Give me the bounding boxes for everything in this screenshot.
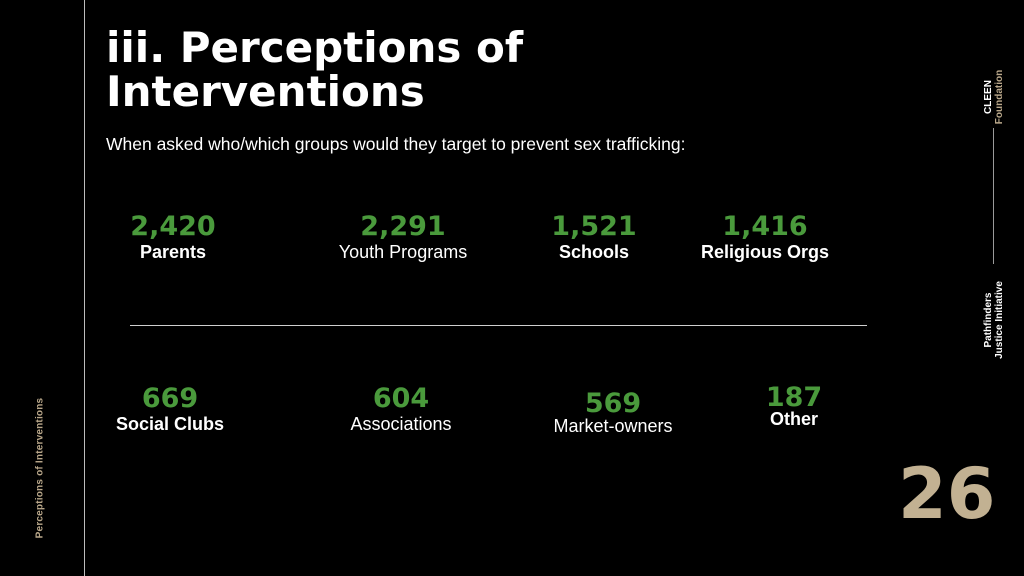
brand-line-1: Pathfinders [983, 292, 994, 348]
stat-value: 1,416 [722, 211, 808, 242]
stat-label: Other [769, 409, 818, 429]
stat-value: 669 [141, 383, 199, 414]
page-number: 26 [898, 453, 996, 535]
stat-label: Associations [350, 414, 452, 434]
stat-value: 604 [372, 383, 430, 414]
brand-divider [993, 128, 994, 264]
page-title: iii. Perceptions of Interventions [106, 23, 524, 116]
stat-label: Religious Orgs [700, 242, 830, 262]
stat-religious-orgs: 1,416 Religious Orgs [700, 211, 830, 263]
stat-value: 2,420 [130, 211, 216, 242]
stat-schools: 1,521 Schools [551, 211, 637, 263]
horizontal-divider [130, 325, 867, 326]
stat-market-owners: 569 Market-owners [553, 388, 673, 437]
cleen-foundation-logo: CLEEN Foundation [983, 70, 1005, 124]
brand-line-2: Justice Initiative [994, 281, 1005, 359]
side-section-label: Perceptions of Interventions [34, 397, 46, 539]
stat-value: 2,291 [360, 211, 446, 242]
stat-value: 187 [765, 382, 823, 413]
stat-youth-programs: 2,291 Youth Programs [338, 211, 468, 263]
stat-label: Market-owners [553, 416, 673, 436]
stat-associations: 604 Associations [350, 383, 452, 435]
pathfinders-justice-logo: Pathfinders Justice Initiative [983, 281, 1005, 359]
stat-label: Social Clubs [115, 414, 225, 434]
stat-label: Schools [558, 242, 629, 262]
stat-label: Parents [139, 242, 207, 262]
brand-line-1: CLEEN [983, 80, 994, 114]
subtitle: When asked who/which groups would they t… [106, 134, 686, 154]
brand-line-2: Foundation [994, 69, 1005, 125]
stat-value: 569 [584, 388, 642, 419]
stat-social-clubs: 669 Social Clubs [115, 383, 225, 435]
stat-parents: 2,420 Parents [130, 211, 216, 263]
stat-label: Youth Programs [338, 242, 468, 262]
vertical-divider [84, 0, 85, 576]
stat-other: 187 Other [765, 382, 823, 430]
stat-value: 1,521 [551, 211, 637, 242]
